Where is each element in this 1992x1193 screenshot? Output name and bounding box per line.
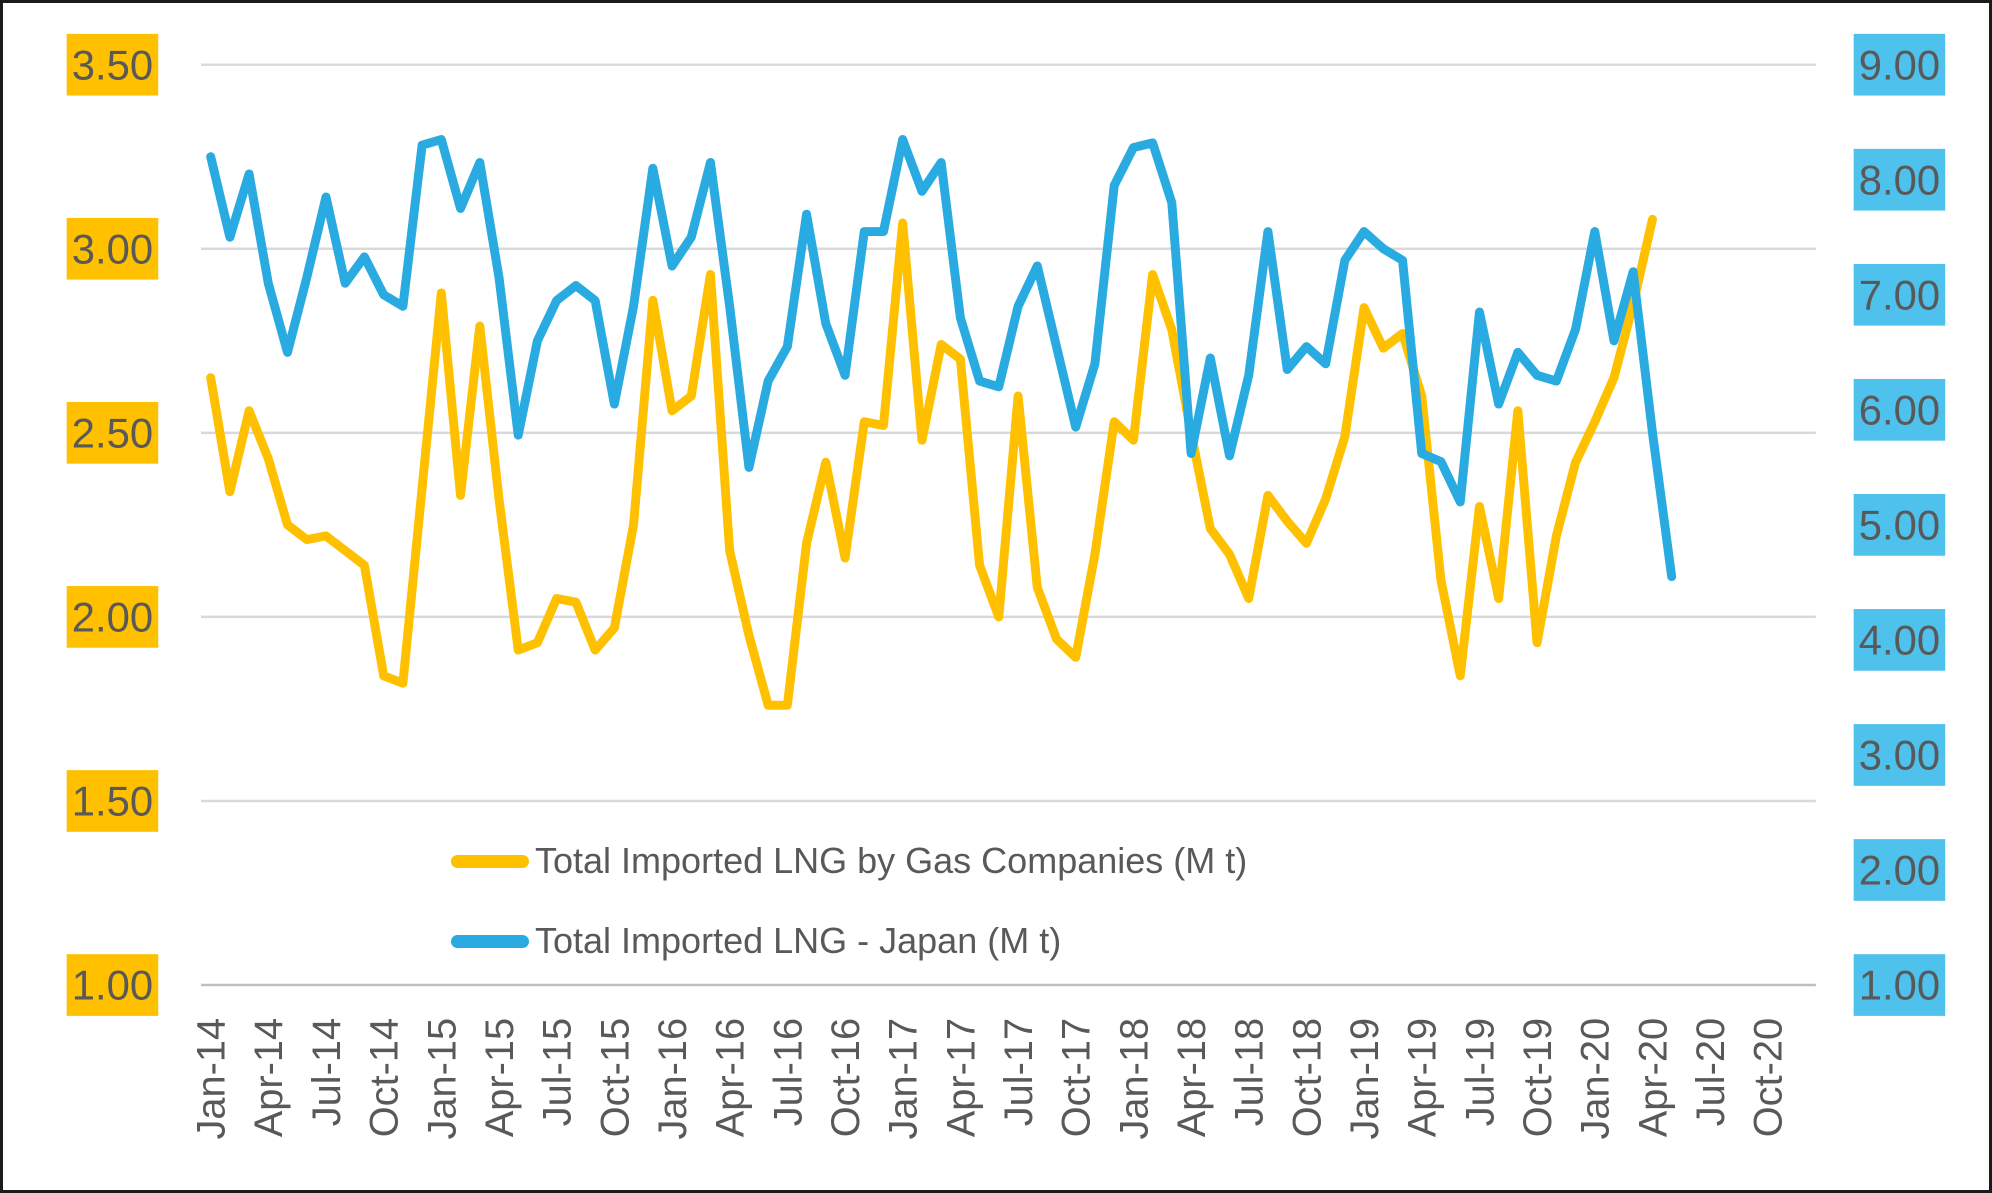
x-axis-tick-label: Apr-16: [709, 1018, 753, 1137]
x-axis-tick-label: Jul-14: [305, 1018, 349, 1126]
right-axis-label-highlight: [1853, 724, 1946, 786]
x-axis-tick-label: Apr-18: [1170, 1018, 1214, 1137]
x-axis-tick-label: Oct-16: [824, 1018, 868, 1137]
x-axis-tick-label: Apr-14: [247, 1018, 291, 1137]
right-axis-tick-label: 3.00: [1859, 732, 1940, 779]
right-axis-tick-label: 5.00: [1859, 501, 1940, 548]
x-axis-tick-label: Jan-14: [190, 1018, 234, 1140]
left-axis-tick-label: 2.00: [72, 594, 153, 641]
left-axis-tick-label: 3.50: [72, 41, 153, 88]
x-axis-tick-label: Oct-20: [1747, 1018, 1791, 1137]
x-axis-tick-label: Oct-17: [1055, 1018, 1099, 1137]
x-axis-tick-label: Apr-17: [939, 1018, 983, 1137]
left-axis-label-highlight: [66, 401, 159, 464]
left-axis-label-highlight: [66, 586, 159, 648]
x-axis-tick-label: Jul-20: [1689, 1018, 1733, 1126]
x-axis-tick-label: Oct-19: [1516, 1018, 1560, 1137]
x-axis-tick-label: Oct-18: [1285, 1018, 1329, 1137]
x-axis-tick-label: Jan-16: [651, 1018, 695, 1140]
x-axis-tick-label: Jan-18: [1112, 1018, 1156, 1140]
right-axis-label-highlight: [1853, 378, 1946, 441]
right-axis-tick-label: 6.00: [1859, 386, 1940, 433]
x-axis-tick-label: Jul-19: [1458, 1018, 1502, 1126]
right-axis-tick-label: 7.00: [1859, 271, 1940, 318]
right-axis-tick-label: 1.00: [1859, 962, 1940, 1009]
right-axis-tick-label: 4.00: [1859, 617, 1940, 664]
x-axis-tick-label: Jul-17: [997, 1018, 1041, 1126]
left-axis-label-highlight: [66, 33, 159, 96]
left-axis-label-highlight: [66, 954, 159, 1016]
x-axis-tick-label: Oct-14: [363, 1018, 407, 1137]
x-axis-tick-label: Jan-17: [882, 1018, 926, 1140]
right-axis-label-highlight: [1853, 954, 1946, 1016]
right-axis-label-highlight: [1853, 839, 1946, 901]
left-axis-tick-label: 1.00: [72, 962, 153, 1009]
left-axis-label-highlight: [66, 770, 159, 832]
left-axis-tick-label: 1.50: [72, 778, 153, 825]
right-axis-label-highlight: [1853, 148, 1946, 211]
right-axis-label-highlight: [1853, 263, 1946, 326]
left-axis-label-highlight: [66, 217, 159, 280]
right-axis-tick-label: 2.00: [1859, 847, 1940, 894]
right-axis-label-highlight: [1853, 33, 1946, 96]
right-axis-tick-label: 8.00: [1859, 156, 1940, 203]
x-axis-tick-label: Jul-16: [766, 1018, 810, 1126]
x-axis-tick-label: Jan-19: [1343, 1018, 1387, 1140]
x-axis-tick-label: Apr-15: [478, 1018, 522, 1137]
right-axis-label-highlight: [1853, 609, 1946, 671]
x-axis-tick-label: Jan-20: [1574, 1018, 1618, 1140]
right-axis-label-highlight: [1853, 494, 1946, 556]
right-axis-tick-label: 9.00: [1859, 41, 1940, 88]
x-axis-tick-label: Oct-15: [593, 1018, 637, 1137]
x-axis-tick-label: Jan-15: [420, 1018, 464, 1140]
x-axis-tick-label: Jul-18: [1228, 1018, 1272, 1126]
series-line-japan: [206, 135, 1677, 582]
lng-imports-line-chart: 3.50 3.00 2.50 2.00 1.50 1.00 9.00 8.00 7.00 6.00…: [66, 33, 1946, 1140]
x-axis-tick-label: Jul-15: [536, 1018, 580, 1126]
left-axis-tick-label: 2.50: [72, 409, 153, 456]
left-axis-tick-label: 3.00: [72, 225, 153, 272]
x-axis-tick-label: Apr-19: [1401, 1018, 1445, 1137]
x-axis-tick-label: Apr-20: [1631, 1018, 1675, 1137]
